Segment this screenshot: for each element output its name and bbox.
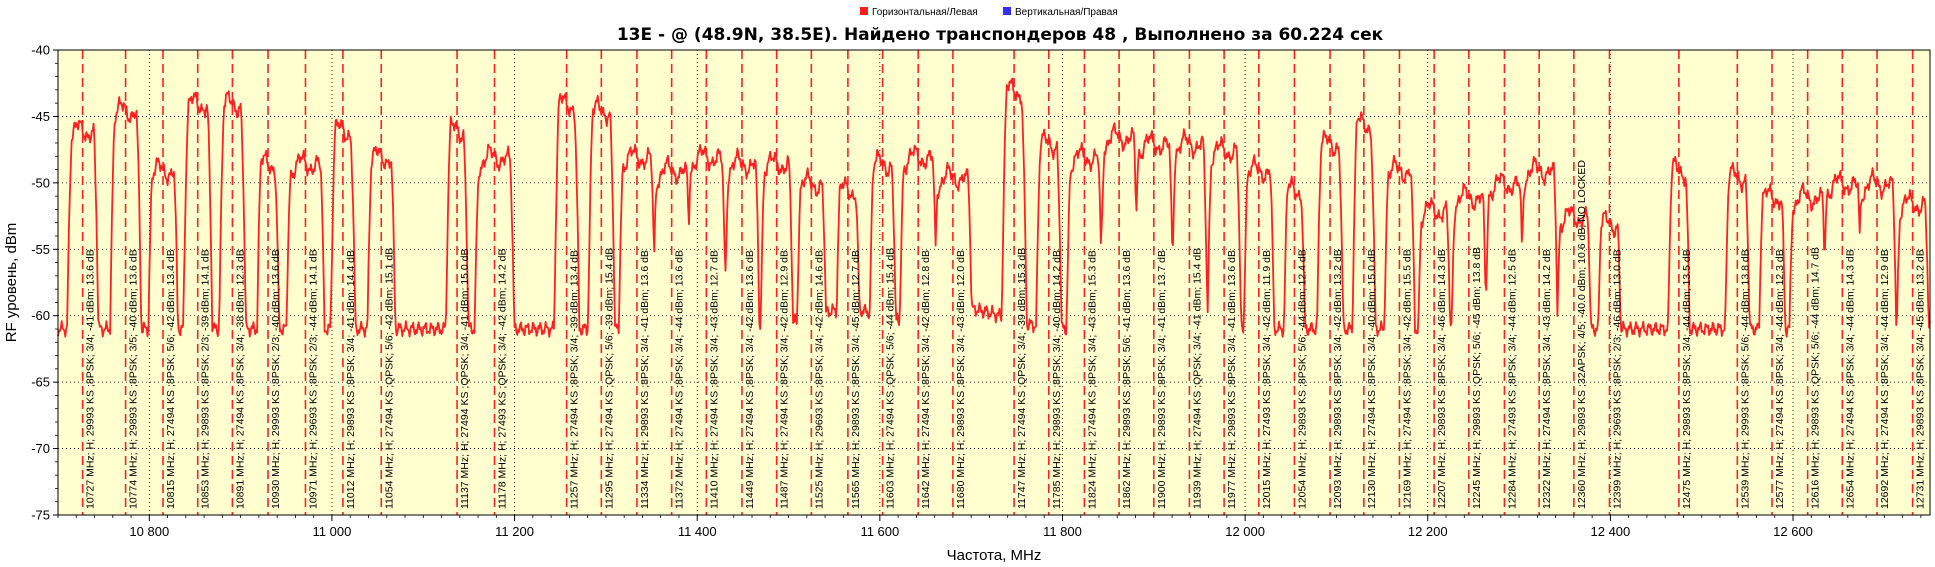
transponder-label: 10930 MHz; H; 29993 KS ;8PSK; 2/3; -40 d… [270,249,282,509]
y-tick-label: -65 [31,375,50,390]
transponder-label: 12399 MHz; H; 29693 KS ;8PSK; 2/3; -46 d… [1611,249,1623,509]
transponder-label: 12731 MHz; H; 29893 KS ;8PSK; 3/4; -45 d… [1915,249,1927,509]
y-axis-title: RF уровень, dBm [3,223,20,343]
transponder-label: 11603 MHz; H; 27494 KS ;QPSK; 5/6; -44 d… [885,248,897,509]
transponder-label: 11372 MHz; H; 27494 KS ;8PSK; 3/4; -44 d… [674,250,686,509]
transponder-label: 11977 MHz; H; 29893 KS ;8PSK; 3/4; -41 d… [1226,250,1238,509]
transponder-label: 11449 MHz; H; 27494 KS ;8PSK; 3/4; -42 d… [744,250,756,509]
transponder-label: 10727 MHz; H; 29993 KS ;8PSK; 3/4; -41 d… [85,249,97,509]
transponder-label: 12015 MHz; H; 27493 KS ;8PSK; 3/4; -42 d… [1261,250,1273,509]
x-axis-title: Частота, MHz [947,547,1042,564]
transponder-label: 10815 MHz; H; 27494 KS ;8PSK; 5/6; -42 d… [165,249,177,509]
transponder-label: 10853 MHz; H; 29893 KS ;8PSK; 2/3; -39 d… [200,249,212,509]
transponder-label: 11137 MHz; H; 27494 KS ;QPSK; 3/4; -41 d… [459,248,471,509]
transponder-label: 11824 MHz; H; 27494 KS ;8PSK; 3/4; -43 d… [1086,250,1098,509]
transponder-label: 12207 MHz; H; 29893 KS ;8PSK; 3/4; -46 d… [1436,249,1448,509]
y-tick-label: -60 [31,308,50,323]
transponder-label: 12169 MHz; H; 27494 KS ;8PSK; 3/4; -42 d… [1401,249,1413,509]
x-tick-label: 12 000 [1225,524,1265,539]
x-tick-label: 10 800 [129,524,169,539]
x-tick-label: 11 000 [313,524,352,539]
chart-title: 13E - @ (48.9N, 38.5E). Найдено транспон… [617,25,1384,45]
x-tick-label: 11 600 [860,524,899,539]
transponder-label: 11785 MHz; H; 29893 KS ;8PSK; 3/4; -40 d… [1051,250,1063,509]
y-tick-label: -75 [31,508,50,523]
transponder-label: 10774 MHz; H; 29893 KS ;8PSK; 3/5; -40 d… [128,249,140,509]
y-tick-label: -50 [31,175,50,190]
legend-label-vertical: Вертикальная/Правая [1015,7,1118,18]
transponder-label: 11642 MHz; H; 27494 KS ;8PSK; 3/4; -42 d… [920,250,932,509]
transponder-label: 12577 MHz; H; 27494 KS ;8PSK; 3/4; -44 d… [1774,249,1786,509]
legend: Горизонтальная/Левая Вертикальная/Правая [860,7,1118,18]
x-tick-label: 11 400 [678,524,717,539]
legend-swatch-vertical [1003,7,1011,15]
transponder-label: 12284 MHz; H; 27493 KS ;8PSK; 3/4; -44 d… [1506,249,1518,509]
transponder-label: 11900 MHz; H; 29893 KS ;8PSK; 3/4; -41 d… [1156,250,1168,509]
transponder-label: 11012 MHz; H; 29893 KS ;8PSK; 3/4; -41 d… [345,250,357,509]
x-tick-label: 11 800 [1043,524,1082,539]
transponder-label: 12360 MHz; H; 29893 KS ;32APSK; 4/5; -40… [1576,160,1588,509]
transponder-label: 11054 MHz; H; 27494 KS ;QPSK; 5/6; -42 d… [383,248,395,509]
x-tick-label: 11 200 [495,524,534,539]
x-tick-label: 12 400 [1591,524,1631,539]
series-line-horizontal [57,77,1931,338]
transponder-label: 11334 MHz; H; 29893 KS ;8PSK; 3/4; -41 d… [639,250,651,509]
y-tick-label: -70 [31,441,50,456]
plot-frame [57,49,1931,516]
transponder-label: 11862 MHz; H; 29893 KS ;8PSK; 5/6; -41 d… [1121,250,1133,509]
transponder-label: 12616 MHz; H; 29893 KS ;QPSK; 5/6; -44 d… [1810,247,1822,509]
transponder-label: 12539 MHz; H; 29993 KS ;8PSK; 5/6; -44 d… [1739,249,1751,509]
transponder-label: 12130 MHz; H; 27494 KS ;8PSK; 3/4; -40 d… [1366,249,1378,509]
legend-label-horizontal: Горизонтальная/Левая [872,7,978,18]
transponder-label: 10891 MHz; H; 27494 KS ;8PSK; 3/4; -38 d… [234,249,246,509]
transponder-label: 11747 MHz; H; 27494 KS ;QPSK; 3/4; -39 d… [1016,248,1028,509]
x-tick-label: 12 200 [1408,524,1448,539]
transponder-label: 11939 MHz; H; 27494 KS ;QPSK; 3/4; -41 d… [1191,248,1203,509]
transponder-label: 10971 MHz; H; 29693 KS ;8PSK; 2/3; -44 d… [307,249,319,509]
x-tick-label: 12 600 [1773,524,1813,539]
transponder-label: 12245 MHz; H; 29893 KS ;QPSK; 5/6; -45 d… [1471,247,1483,509]
transponder-label: 12093 MHz; H; 29893 KS ;8PSK; 3/4; -42 d… [1332,249,1344,509]
transponder-label: 12654 MHz; H; 27494 KS ;8PSK; 3/4; -44 d… [1844,249,1856,509]
transponder-label: 11487 MHz; H; 27494 KS ;8PSK; 3/4; -42 d… [779,250,791,509]
axes: -40 -45 -50 -55 -60 -65 -70 -75 10 800 11 000 11 2… [31,43,1931,539]
y-tick-label: -40 [31,43,50,58]
transponder-label: 11565 MHz; H; 29893 KS ;8PSK; 3/4; -45 d… [850,250,862,509]
transponder-label: 11178 MHz; H; 27493 KS ;QPSK; 3/4; -42 d… [496,248,508,509]
transponder-label: 11257 MHz; H; 27494 KS ;8PSK; 3/4; -39 d… [569,250,581,509]
transponder-label: 11295 MHz; H; 27494 KS ;QPSK; 5/6; -39 d… [603,248,615,509]
y-tick-label: -55 [31,242,50,257]
y-tick-label: -45 [31,109,50,124]
transponder-label: 11410 MHz; H; 27494 KS ;8PSK; 3/4; -43 d… [708,250,720,509]
transponder-label: 11680 MHz; H; 29893 KS ;8PSK; 3/4; -43 d… [955,250,967,509]
transponder-label: 11525 MHz; H; 29693 KS ;8PSK; 3/4; -42 d… [813,250,825,509]
plot-area [58,50,1930,515]
legend-swatch-horizontal [860,7,868,15]
transponder-label: 12322 MHz; H; 27494 KS ;8PSK; 3/4; -43 d… [1541,249,1553,509]
transponder-label: 12475 MHz; H; 29893 KS ;8PSK; 3/4; -44 d… [1681,249,1693,509]
transponder-label: 12054 MHz; H; 29893 KS ;8PSK; 5/6; -44 d… [1296,249,1308,509]
transponder-label: 12692 MHz; H; 27494 KS ;8PSK; 3/4; -44 d… [1879,249,1891,509]
transponder-labels: 10727 MHz; H; 29993 KS ;8PSK; 3/4; -41 d… [85,160,1927,509]
